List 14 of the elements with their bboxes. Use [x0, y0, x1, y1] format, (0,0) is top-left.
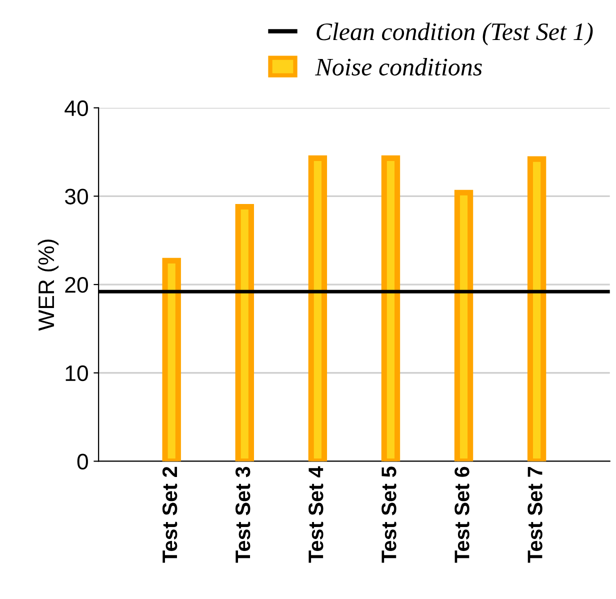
x-tick-label: Test Set 3: [235, 466, 250, 563]
legend-label: Clean condition (Test Set 1): [316, 22, 593, 46]
x-tick-label: Test Set 7: [528, 467, 542, 563]
y-tick-label: 40: [64, 100, 88, 116]
x-tick-label: Test Set 5: [382, 466, 396, 563]
x-tick-label: Test Set 6: [454, 466, 470, 563]
y-tick-label: 30: [64, 188, 88, 204]
y-tick-label: 10: [66, 365, 88, 382]
y-tick-label: 0: [77, 454, 88, 470]
x-tick-label: Test Set 4: [308, 466, 324, 563]
x-tick-label: Test Set 2: [162, 466, 178, 563]
y-tick-label: 20: [65, 277, 88, 293]
legend-label: Noise conditions: [315, 58, 482, 76]
y-axis-title: WER (%): [38, 240, 59, 331]
